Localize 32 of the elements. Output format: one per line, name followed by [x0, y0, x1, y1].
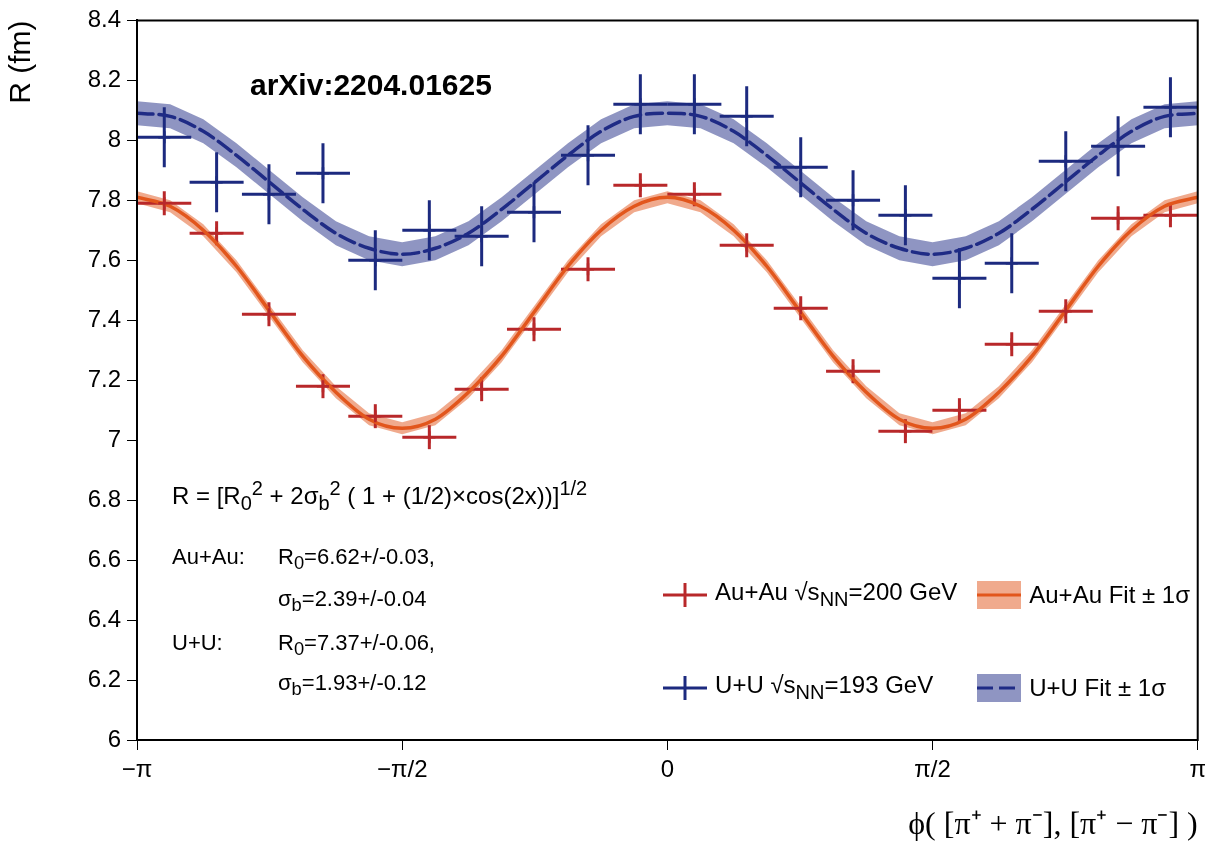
legend-label: U+U Fit ± 1σ [1029, 673, 1166, 702]
legend-label: Au+Au Fit ± 1σ [1029, 580, 1190, 609]
y-tick-label: 6.4 [87, 604, 121, 632]
y-axis-title: R (fm) [3, 20, 37, 104]
legend-label: U+U √s$_{NN}$=193 GeV [715, 671, 934, 704]
y-tick-label: 7 [107, 424, 121, 452]
annotation: R$_{0}$=6.62+/-0.03, [278, 544, 435, 574]
y-tick-label: 6.6 [87, 544, 121, 572]
x-tick-label: −π/2 [376, 755, 428, 783]
x-tick-label: π/2 [914, 755, 951, 783]
x-tick-label: π [1189, 755, 1206, 783]
y-tick-label: 8.2 [87, 64, 121, 92]
legend-label: Au+Au √s$_{NN}$=200 GeV [715, 578, 958, 612]
x-axis-title: ϕ( [π⁺ + π⁻], [π⁺ − π⁻] ) [908, 805, 1198, 842]
annotation: arXiv:2204.01625 [250, 68, 492, 101]
annotation: R = [R$_{0}$$^{2}$ + 2σ$_{b}$$^{2}$ ( 1 + (1/2)×cos(2x))]$^{1/2}$ [172, 477, 588, 514]
y-tick-label: 6.8 [87, 484, 121, 512]
y-tick-label: 6.2 [87, 664, 121, 692]
x-tick-label: 0 [660, 755, 675, 783]
annotation: σ$_{b}$=2.39+/-0.04 [278, 586, 427, 616]
annotation: U+U: [172, 630, 223, 655]
y-tick-label: 8 [107, 124, 121, 152]
y-tick-label: 7.8 [87, 184, 121, 212]
y-tick-label: 6 [107, 724, 121, 752]
y-tick-label: 8.4 [87, 5, 121, 33]
y-tick-label: 7.2 [87, 364, 121, 392]
annotation: Au+Au: [172, 544, 245, 569]
x-tick-label: −π [121, 755, 153, 783]
annotation: σ$_{b}$=1.93+/-0.12 [278, 670, 427, 700]
y-tick-label: 7.4 [87, 304, 121, 332]
y-tick-label: 7.6 [87, 244, 121, 272]
annotation: R$_{0}$=7.37+/-0.06, [278, 630, 435, 660]
